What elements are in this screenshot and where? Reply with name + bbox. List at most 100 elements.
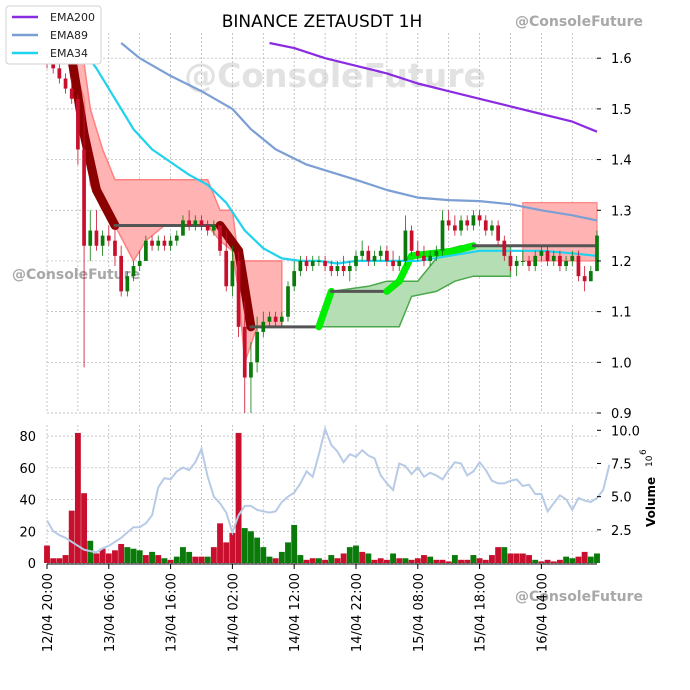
candle-body — [261, 321, 266, 332]
volume-bar — [241, 528, 248, 563]
candle-body — [514, 260, 519, 267]
legend: EMA200 EMA89 EMA34 — [5, 5, 102, 65]
candle — [94, 210, 99, 251]
price-tick-label: 0.9 — [611, 407, 632, 422]
candle-body — [372, 255, 377, 261]
candle — [354, 250, 358, 272]
candle — [187, 210, 191, 231]
price-tick-label: 1.6 — [611, 52, 632, 67]
volume-bar — [217, 523, 223, 563]
candle — [539, 245, 544, 261]
volume-bar — [56, 558, 63, 563]
ema-lines — [77, 41, 598, 265]
candle — [490, 220, 494, 236]
volume-bar — [81, 493, 88, 563]
volume-axis-exponent: 6 — [639, 449, 649, 455]
volume-bar — [173, 556, 180, 563]
price-tick-label: 1.5 — [611, 103, 632, 118]
candle-body — [483, 220, 488, 231]
candle — [527, 255, 531, 272]
candle-body — [193, 220, 198, 226]
volume-bar — [581, 551, 588, 563]
volume-bar — [74, 432, 81, 563]
candle — [76, 93, 80, 165]
candle-body — [119, 255, 124, 292]
kijun-segment — [315, 287, 335, 331]
candle — [558, 250, 562, 272]
candle-body — [477, 215, 482, 221]
candle-body — [415, 250, 420, 256]
candle — [551, 250, 556, 267]
volume-bar — [594, 553, 600, 563]
volume-bar — [495, 547, 502, 563]
candle — [385, 245, 389, 267]
watermark-corner: @ConsoleFuture — [515, 14, 643, 30]
time-tick-label: 15/04 18:00 — [474, 573, 489, 652]
volume-bar — [142, 555, 149, 563]
volume-bar — [204, 556, 211, 563]
candle-body — [57, 68, 62, 79]
volume-bar — [167, 559, 174, 563]
candle — [570, 250, 575, 267]
candle — [310, 255, 315, 272]
volume-bar — [93, 553, 100, 563]
candle-body — [144, 240, 148, 261]
candle-body — [588, 271, 593, 282]
candle-body — [310, 260, 315, 267]
volume-bar — [371, 559, 378, 563]
candle-body — [69, 88, 74, 99]
candle-body — [230, 260, 235, 287]
candle-body — [329, 266, 334, 272]
candle-body — [51, 63, 56, 69]
candle — [347, 260, 352, 282]
candle — [174, 230, 179, 246]
kijun-segment — [234, 246, 256, 332]
price-tick-label: 1.0 — [611, 356, 632, 371]
candle-body — [576, 255, 581, 277]
volume-bar — [563, 556, 570, 563]
volume-bar — [136, 550, 143, 563]
candle-body — [224, 250, 229, 287]
candle — [304, 255, 309, 272]
time-tick-label: 14/04 02:00 — [226, 573, 241, 652]
candle — [298, 255, 303, 277]
time-tick-label: 14/04 22:00 — [350, 573, 365, 652]
candle-body — [88, 230, 93, 246]
candle — [224, 230, 229, 292]
candle-body — [341, 266, 346, 272]
time-tick-label: 14/04 12:00 — [288, 573, 303, 652]
candle-body — [205, 225, 210, 231]
candle-body — [181, 220, 185, 236]
volume-bar — [303, 559, 310, 563]
volume-bar — [538, 561, 545, 563]
candle — [502, 235, 507, 261]
candle — [242, 301, 247, 413]
volume-bar — [396, 558, 403, 563]
candle — [317, 255, 321, 267]
volume-bar — [365, 553, 372, 563]
volume-bar — [464, 559, 471, 563]
kijun-segment — [215, 220, 244, 256]
volume-bar — [112, 550, 118, 563]
time-tick-label: 13/04 16:00 — [165, 573, 180, 652]
volume-bars — [44, 432, 600, 563]
candle — [471, 210, 476, 231]
candle-body — [354, 255, 358, 267]
candle-body — [496, 225, 500, 241]
candle — [205, 220, 210, 236]
time-tick-label: 15/04 08:00 — [412, 573, 427, 652]
candle — [261, 311, 266, 337]
volume-bar — [470, 555, 477, 563]
volume-bar — [44, 545, 50, 563]
watermark-left: @ConsoleFuture — [12, 267, 140, 283]
candle — [595, 230, 599, 272]
candle — [125, 271, 130, 297]
candle-body — [428, 255, 432, 261]
candle-body — [595, 235, 599, 272]
candle — [453, 215, 457, 236]
candle-body — [360, 250, 365, 256]
volume-bar — [519, 553, 526, 563]
volume-bar — [532, 559, 539, 563]
candle — [88, 210, 93, 261]
candle — [496, 220, 500, 246]
